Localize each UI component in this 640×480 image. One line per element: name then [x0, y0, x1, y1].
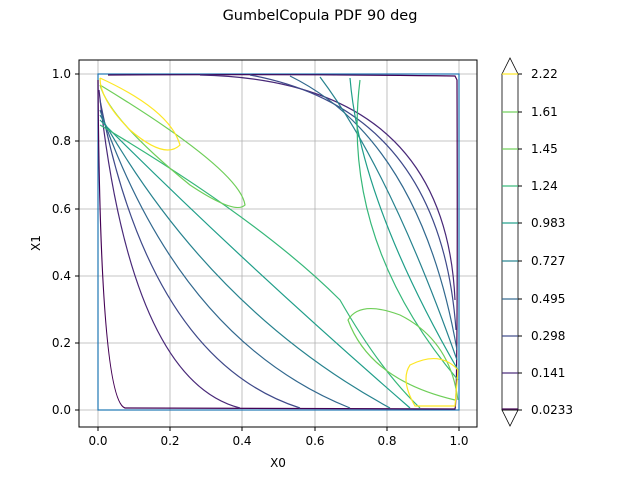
colorbar-label: 1.45 — [531, 142, 558, 156]
y-axis — [75, 73, 79, 411]
x-tick-label: 0.0 — [88, 434, 107, 448]
y-tick-label: 0.6 — [52, 202, 71, 216]
x-axis-label: X0 — [270, 456, 286, 470]
colorbar-label: 1.61 — [531, 105, 558, 119]
colorbar-label: 0.983 — [531, 216, 565, 230]
colorbar-label: 0.298 — [531, 329, 565, 343]
y-axis-label: X1 — [29, 235, 43, 251]
x-tick-label: 0.8 — [377, 434, 396, 448]
y-tick-label: 0.8 — [52, 134, 71, 148]
colorbar-label: 1.24 — [531, 179, 558, 193]
colorbar-label: 0.495 — [531, 292, 565, 306]
colorbar-label: 0.141 — [531, 366, 565, 380]
y-tick-label: 0.4 — [52, 269, 71, 283]
y-tick-label: 0.0 — [52, 403, 71, 417]
y-tick-label: 1.0 — [52, 67, 71, 81]
chart-title: GumbelCopula PDF 90 deg — [222, 8, 418, 24]
plot-area-frame — [78, 59, 478, 428]
x-axis — [97, 427, 460, 431]
x-tick-label: 1.0 — [449, 434, 468, 448]
x-tick-label: 0.2 — [160, 434, 179, 448]
grid-lines — [79, 60, 477, 427]
contour-lines — [97, 73, 460, 411]
y-tick-label: 0.2 — [52, 336, 71, 350]
colorbar-label: 0.0233 — [531, 403, 573, 417]
x-tick-label: 0.4 — [232, 434, 251, 448]
colorbar: 0.0233 0.141 0.298 0.495 0.727 0.983 1.2… — [501, 57, 573, 427]
colorbar-label: 2.22 — [531, 67, 558, 81]
colorbar-label: 0.727 — [531, 254, 565, 268]
x-tick-label: 0.6 — [305, 434, 324, 448]
